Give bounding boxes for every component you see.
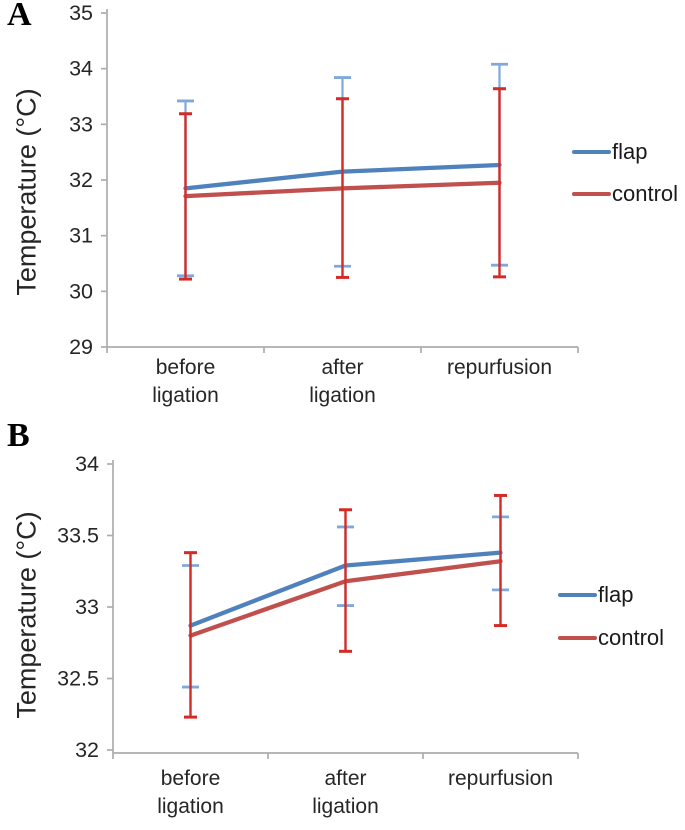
y-tick-label: 33 [69,112,93,136]
legend-item-control: control [558,627,664,649]
x-category-label: after [324,767,366,790]
x-category-label: ligation [309,384,376,407]
y-tick-label: 33.5 [57,524,99,548]
legend-label-control: control [612,181,679,206]
y-tick-label: 33 [75,595,99,619]
panel-b-chart-canvas: 34 33.5 33 32.5 32 before ligation after ligatio… [57,452,579,818]
y-tick-label: 34 [75,452,99,476]
x-category-label: after [321,356,363,379]
y-tick-label: 29 [69,335,93,359]
legend-label-flap: flap [598,582,634,607]
panel-a: A Temperature (°C) 35 34 33 32 31 30 29 before l… [7,0,678,407]
flap-line-swatch [572,150,611,154]
y-tick-label: 35 [69,1,93,25]
panel-b-label: B [7,417,30,454]
legend-item-control: control [572,183,678,205]
y-tick-label: 32 [75,738,99,762]
flap-line-swatch [558,593,597,597]
legend-label-control: control [598,625,665,650]
y-tick-label: 32.5 [57,667,99,691]
y-tick-label: 30 [69,279,93,303]
panel-a-chart-canvas: 35 34 33 32 31 30 29 before ligation after ligatio… [69,1,579,407]
control-line-swatch [572,192,611,196]
x-category-label: repurfusion [448,767,553,790]
x-category-label: repurfusion [447,356,552,379]
x-category-label: before [161,767,221,790]
legend-item-flap: flap [572,141,647,163]
control-line-swatch [558,636,597,640]
panel-a-label: A [7,0,32,33]
y-tick-label: 31 [69,224,93,248]
x-category-label: ligation [152,384,219,407]
x-category-label: ligation [312,795,379,818]
x-category-label: before [156,356,216,379]
legend-item-flap: flap [558,584,633,606]
y-tick-label: 32 [69,168,93,192]
panel-b: B Temperature (°C) 34 33.5 33 32.5 32 before l… [0,415,685,830]
x-category-label: ligation [157,795,224,818]
y-tick-label: 34 [69,57,93,81]
legend-label-flap: flap [612,139,648,164]
